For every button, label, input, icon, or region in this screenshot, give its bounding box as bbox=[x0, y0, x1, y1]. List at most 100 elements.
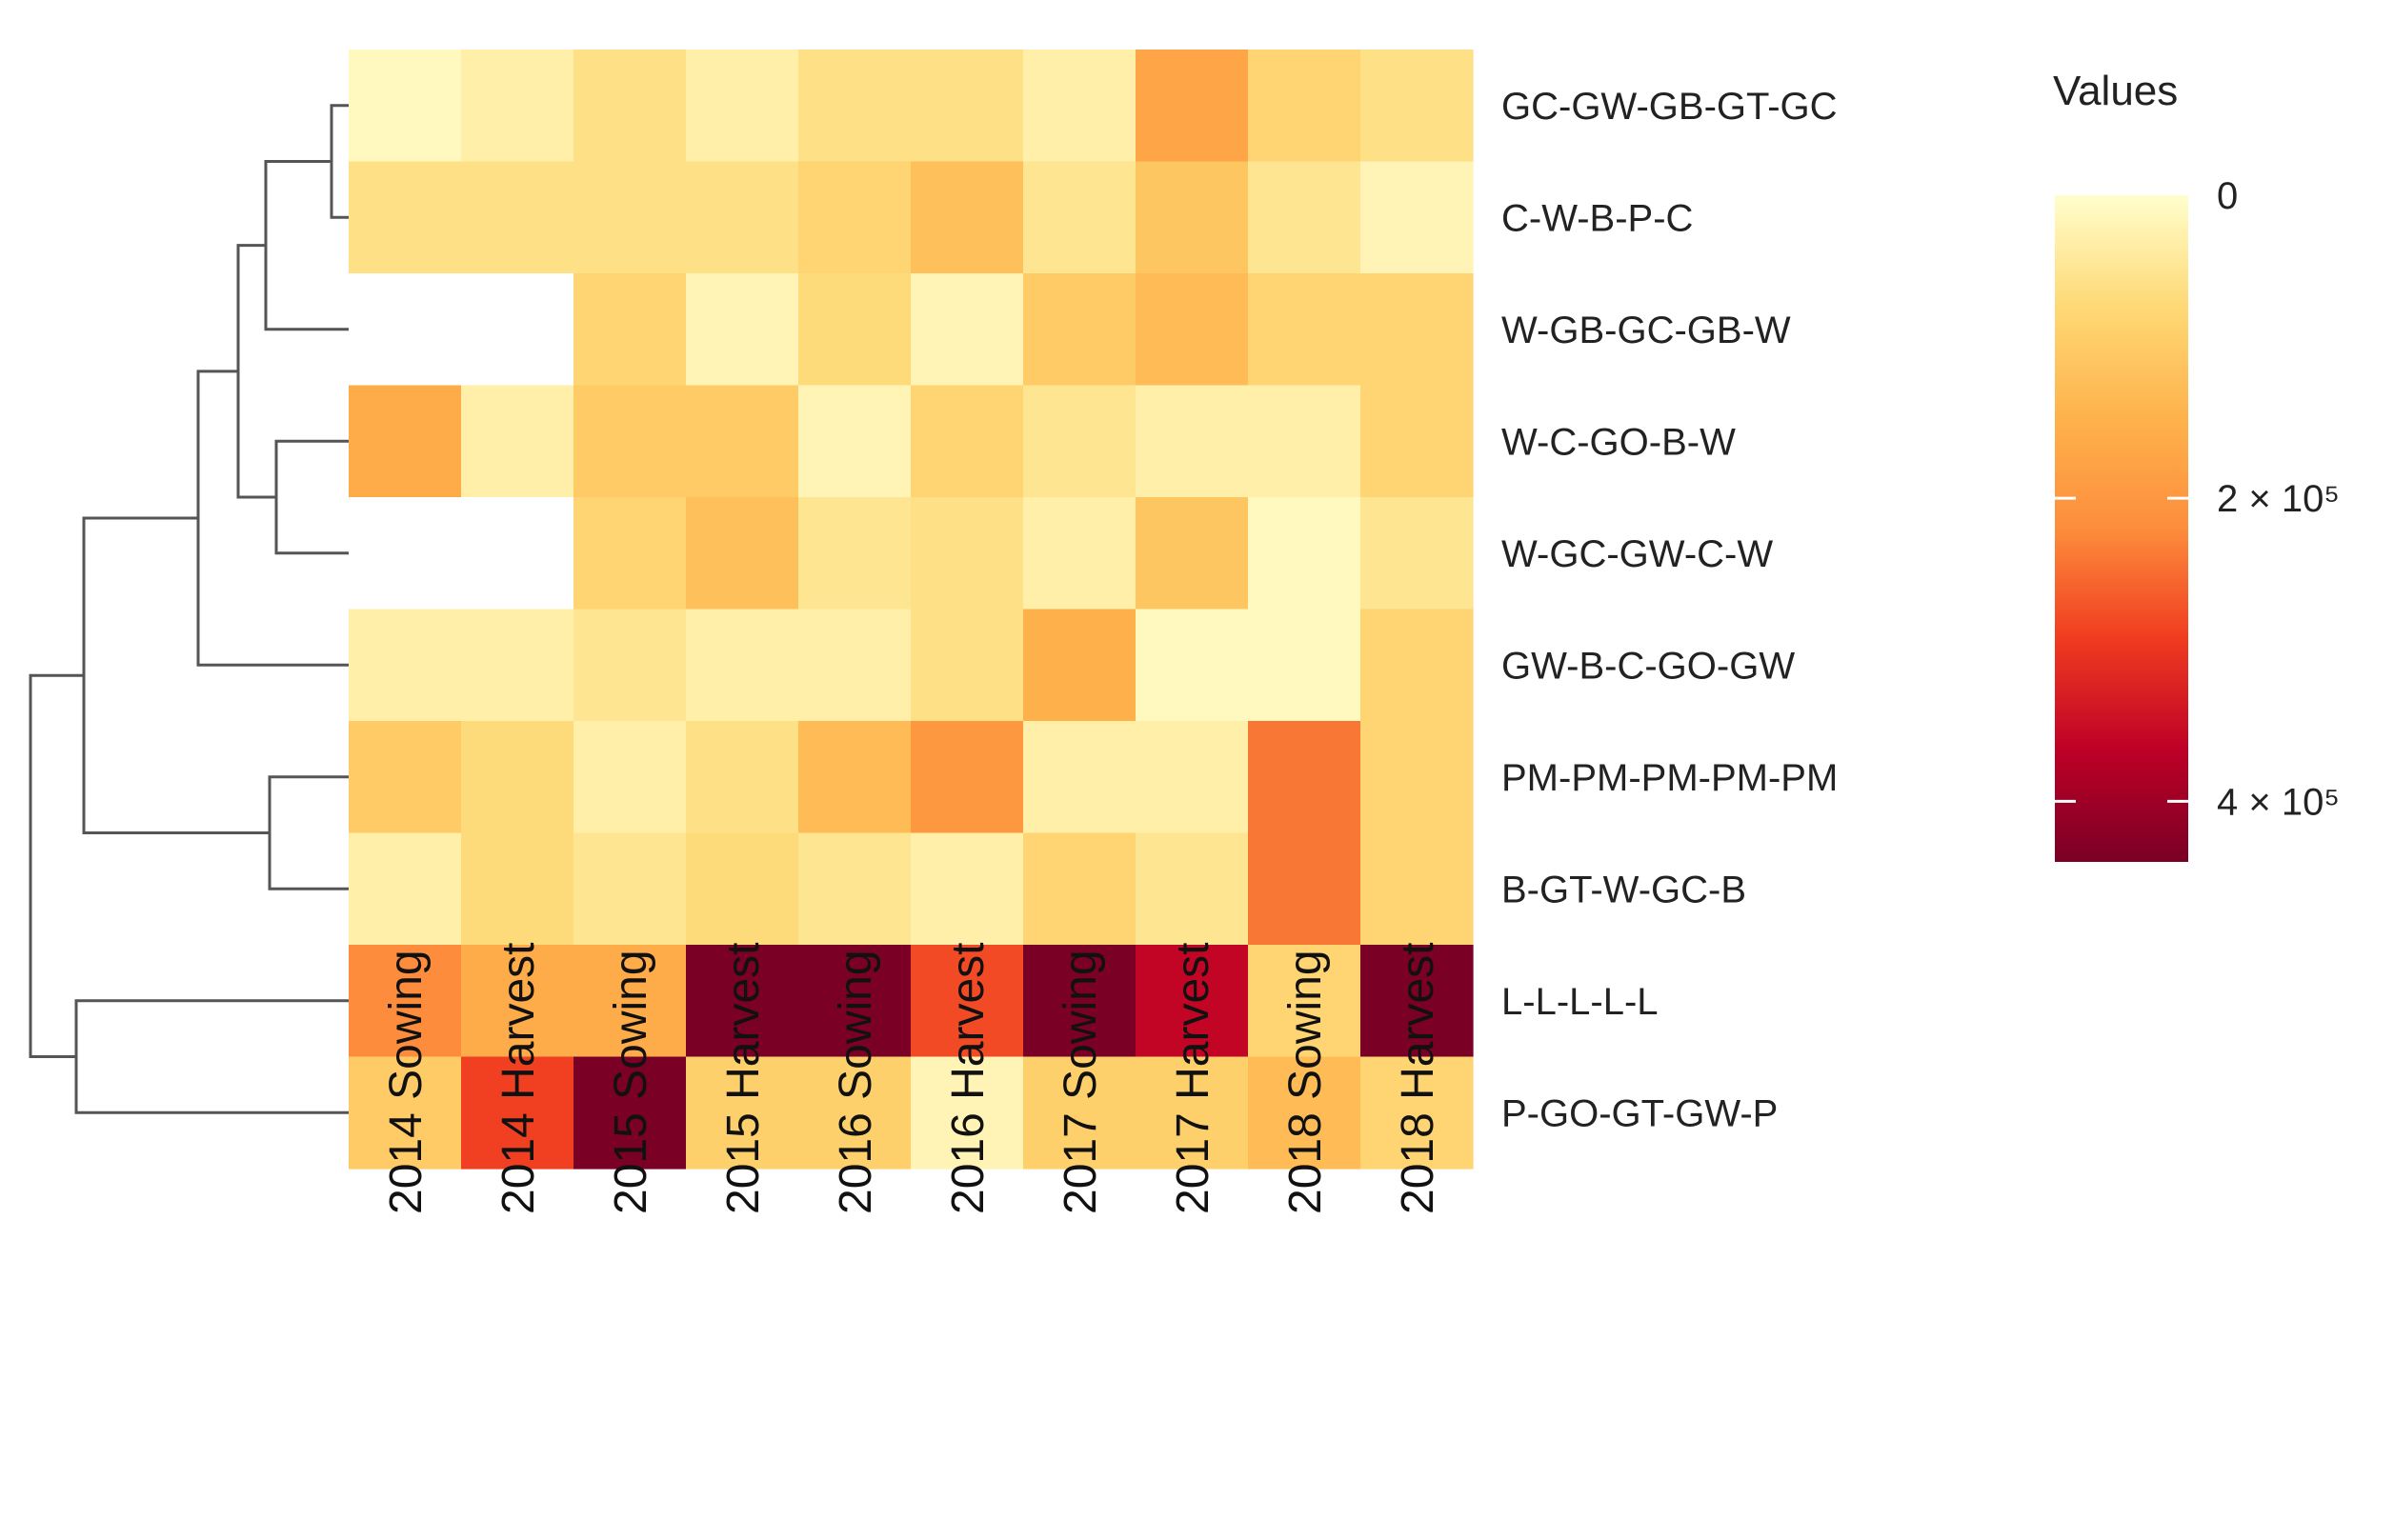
heatmap-cell-r5-c6 bbox=[1023, 609, 1137, 722]
heatmap-cell-r5-c0 bbox=[349, 609, 462, 722]
heatmap-cell-r8-c7 bbox=[1136, 945, 1249, 1058]
heatmap-cell-r8-c9 bbox=[1360, 945, 1474, 1058]
legend-tick-label: 0 bbox=[2217, 175, 2238, 217]
dendrogram-branch bbox=[82, 516, 270, 834]
heatmap-cell-r6-c8 bbox=[1248, 721, 1361, 834]
heatmap-cell-r6-c1 bbox=[461, 721, 574, 834]
heatmap-cell-r7-c8 bbox=[1248, 832, 1361, 946]
dendrogram-branch bbox=[196, 370, 349, 667]
legend-tick-label: 4 × 10⁵ bbox=[2217, 781, 2340, 823]
heatmap-cell-r0-c6 bbox=[1023, 50, 1137, 163]
heatmap-cell-r5-c7 bbox=[1136, 609, 1249, 722]
heatmap-cell-r4-c1 bbox=[461, 497, 574, 610]
heatmap-cell-r8-c0 bbox=[349, 945, 462, 1058]
heatmap-cell-r2-c8 bbox=[1248, 273, 1361, 387]
dendrogram-branch bbox=[330, 104, 349, 219]
dendrogram-branch bbox=[236, 244, 276, 499]
heatmap-cell-r7-c3 bbox=[686, 832, 799, 946]
heatmap-cell-r3-c0 bbox=[349, 385, 462, 498]
heatmap-cell-r4-c0 bbox=[349, 497, 462, 610]
heatmap-cell-r6-c5 bbox=[911, 721, 1024, 834]
column-label: 2014 Harvest bbox=[493, 943, 544, 1215]
heatmap-cell-r5-c1 bbox=[461, 609, 574, 722]
heatmap-cell-r5-c3 bbox=[686, 609, 799, 722]
heatmap-cell-r5-c2 bbox=[573, 609, 687, 722]
heatmap-cell-r9-c5 bbox=[911, 1056, 1024, 1170]
dendrogram-branch bbox=[264, 160, 349, 331]
heatmap-cell-r4-c4 bbox=[798, 497, 912, 610]
row-label: P-GO-GT-GW-P bbox=[1501, 1092, 1778, 1134]
row-dendrogram bbox=[29, 104, 349, 1114]
heatmap-cell-r3-c2 bbox=[573, 385, 687, 498]
heatmap-cell-r6-c3 bbox=[686, 721, 799, 834]
heatmap-cell-r9-c9 bbox=[1360, 1056, 1474, 1170]
heatmap-cell-r1-c2 bbox=[573, 161, 687, 274]
legend-title: Values bbox=[2053, 68, 2178, 114]
heatmap-cell-r3-c4 bbox=[798, 385, 912, 498]
heatmap-cell-r5-c8 bbox=[1248, 609, 1361, 722]
row-label: GC-GW-GB-GT-GC bbox=[1501, 86, 1838, 128]
heatmap-cell-r3-c8 bbox=[1248, 385, 1361, 498]
row-label: L-L-L-L-L bbox=[1501, 981, 1659, 1023]
heatmap-cell-r5-c5 bbox=[911, 609, 1024, 722]
heatmap-cell-r1-c7 bbox=[1136, 161, 1249, 274]
heatmap-cell-r2-c0 bbox=[349, 273, 462, 387]
color-legend: Values 0 2 × 10⁵ 4 × 10⁵ bbox=[2053, 68, 2340, 862]
row-label: W-GC-GW-C-W bbox=[1501, 533, 1773, 575]
heatmap-cell-r4-c8 bbox=[1248, 497, 1361, 610]
heatmap-cell-r6-c2 bbox=[573, 721, 687, 834]
column-label: 2015 Harvest bbox=[718, 943, 769, 1215]
row-label: PM-PM-PM-PM-PM bbox=[1501, 757, 1838, 799]
heatmap-cell-r9-c2 bbox=[573, 1056, 687, 1170]
dendrogram-branch bbox=[74, 999, 349, 1114]
heatmap-cell-r7-c1 bbox=[461, 832, 574, 946]
heatmap-cell-r3-c3 bbox=[686, 385, 799, 498]
legend-tick-label: 2 × 10⁵ bbox=[2217, 478, 2340, 520]
heatmap-cell-r2-c3 bbox=[686, 273, 799, 387]
heatmap-cell-r0-c3 bbox=[686, 50, 799, 163]
heatmap-cell-r0-c9 bbox=[1360, 50, 1474, 163]
column-label: 2017 Harvest bbox=[1168, 943, 1218, 1215]
heatmap-cell-r2-c5 bbox=[911, 273, 1024, 387]
row-labels: GC-GW-GB-GT-GC C-W-B-P-C W-GB-GC-GB-W W-C-G… bbox=[1501, 86, 1838, 1135]
heatmap-cell-r2-c2 bbox=[573, 273, 687, 387]
heatmap-cell-r0-c4 bbox=[798, 50, 912, 163]
heatmap-cell-r0-c8 bbox=[1248, 50, 1361, 163]
heatmap-cell-r6-c0 bbox=[349, 721, 462, 834]
dendrogram-branch bbox=[29, 673, 84, 1058]
heatmap-cell-r8-c2 bbox=[573, 945, 687, 1058]
heatmap-cell-r8-c6 bbox=[1023, 945, 1137, 1058]
heatmap-cell-r1-c6 bbox=[1023, 161, 1137, 274]
heatmap-cells bbox=[349, 50, 1474, 1170]
dendrogram-branch bbox=[268, 775, 349, 890]
heatmap-cell-r8-c3 bbox=[686, 945, 799, 1058]
heatmap-cell-r0-c5 bbox=[911, 50, 1024, 163]
heatmap-cell-r2-c1 bbox=[461, 273, 574, 387]
legend-color-bar bbox=[2055, 195, 2188, 862]
heatmap-cell-r8-c1 bbox=[461, 945, 574, 1058]
heatmap-cell-r7-c5 bbox=[911, 832, 1024, 946]
heatmap-cell-r6-c6 bbox=[1023, 721, 1137, 834]
row-label: W-GB-GC-GB-W bbox=[1501, 310, 1791, 351]
heatmap-cell-r6-c9 bbox=[1360, 721, 1474, 834]
heatmap-cell-r3-c7 bbox=[1136, 385, 1249, 498]
heatmap-cell-r2-c7 bbox=[1136, 273, 1249, 387]
column-label: 2018 Harvest bbox=[1393, 943, 1443, 1215]
heatmap-cell-r7-c2 bbox=[573, 832, 687, 946]
heatmap-cell-r1-c3 bbox=[686, 161, 799, 274]
heatmap-cell-r7-c7 bbox=[1136, 832, 1249, 946]
heatmap-cell-r0-c1 bbox=[461, 50, 574, 163]
heatmap-cell-r2-c6 bbox=[1023, 273, 1137, 387]
heatmap-cell-r4-c9 bbox=[1360, 497, 1474, 610]
heatmap-cell-r4-c3 bbox=[686, 497, 799, 610]
column-label: 2015 Sowing bbox=[606, 950, 656, 1214]
heatmap-cell-r6-c4 bbox=[798, 721, 912, 834]
heatmap-cell-r4-c2 bbox=[573, 497, 687, 610]
column-label: 2016 Sowing bbox=[831, 950, 881, 1214]
heatmap-cell-r1-c0 bbox=[349, 161, 462, 274]
column-label: 2016 Harvest bbox=[943, 943, 994, 1215]
heatmap-cell-r3-c9 bbox=[1360, 385, 1474, 498]
row-label: C-W-B-P-C bbox=[1501, 197, 1693, 239]
heatmap-cell-r5-c4 bbox=[798, 609, 912, 722]
heatmap-cell-r3-c1 bbox=[461, 385, 574, 498]
